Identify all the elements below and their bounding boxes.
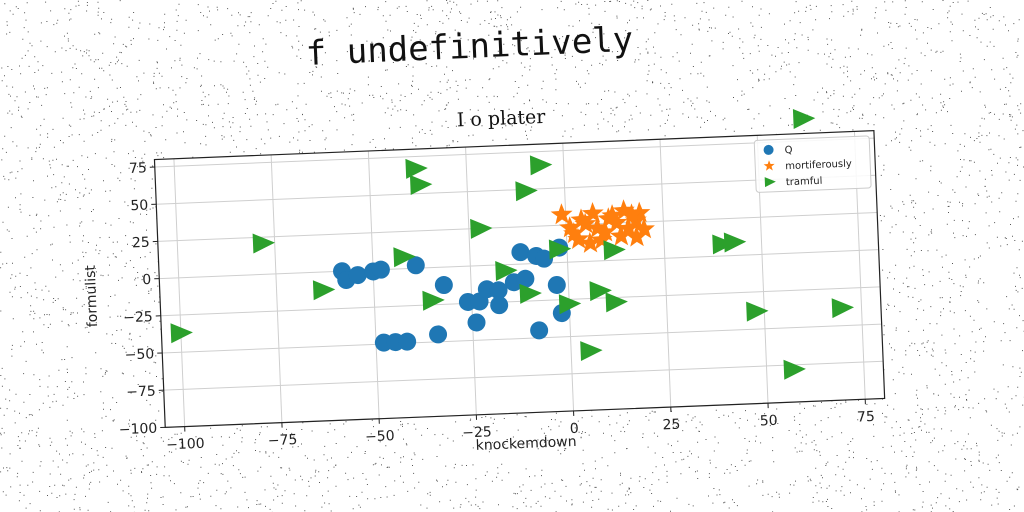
data-point (547, 275, 566, 294)
legend-marker (764, 177, 776, 188)
y-tick-label: 75 (129, 160, 147, 177)
data-point (252, 233, 275, 254)
data-point (723, 232, 747, 253)
data-point (548, 239, 572, 260)
data-point (712, 234, 735, 255)
data-point (434, 276, 453, 295)
data-point (312, 280, 336, 301)
data-point (489, 281, 508, 300)
data-point (617, 216, 640, 238)
y-tick-label: 50 (130, 198, 148, 215)
x-tick-label: 0 (569, 421, 579, 437)
data-point (792, 109, 816, 129)
y-axis-label: formulist (83, 264, 101, 327)
data-point (783, 359, 806, 380)
y-tick-label: −50 (124, 346, 154, 363)
data-point (406, 256, 425, 275)
data-point (511, 243, 530, 262)
grid-line-y (162, 323, 882, 354)
grid-line-y (157, 211, 878, 242)
data-point (393, 247, 416, 268)
data-point (530, 321, 549, 340)
x-tick-label: 75 (857, 409, 875, 426)
data-point (550, 203, 573, 225)
legend-label: Q (784, 145, 792, 156)
data-point (574, 212, 597, 234)
plot-frame (153, 130, 886, 428)
data-point (348, 266, 367, 285)
x-tick-label: −100 (166, 436, 205, 454)
grid-line-y (159, 249, 879, 280)
x-tick-label: 25 (662, 417, 680, 434)
data-marks (170, 109, 855, 380)
data-point (603, 240, 626, 261)
x-tick-label: −50 (365, 428, 395, 445)
data-point (581, 202, 604, 224)
data-point (558, 294, 582, 315)
x-tick-label: −25 (462, 424, 492, 441)
y-tick-label: −75 (126, 383, 156, 400)
chart-title: I o plater (456, 106, 546, 132)
y-tick-label: 0 (142, 272, 152, 288)
data-point (516, 269, 535, 288)
data-point (371, 260, 390, 279)
data-point (405, 158, 428, 179)
axis-ticks: −100 −75 −50 −25 0 25 50 75 −100 −75 −50 −25 0 25 50 75 (119, 160, 876, 454)
data-point (601, 204, 624, 226)
legend-marker (763, 160, 775, 171)
data-point (470, 218, 493, 239)
data-point (605, 292, 628, 313)
data-point (422, 290, 445, 311)
data-point (620, 203, 643, 225)
series-Q (333, 238, 571, 352)
data-point (170, 323, 193, 344)
data-point (515, 181, 538, 202)
legend-marker (763, 144, 774, 155)
data-point (563, 222, 586, 244)
data-point (429, 325, 448, 344)
data-point (609, 224, 632, 246)
data-point (580, 341, 603, 362)
data-point (831, 298, 855, 319)
data-point (633, 217, 655, 239)
data-point (409, 175, 433, 196)
x-axis-label: knockemdown (475, 434, 576, 454)
data-point (535, 249, 554, 268)
legend-box (753, 135, 872, 193)
legend-label: mortiferously (785, 159, 852, 173)
legend-label: tramful (786, 176, 823, 188)
data-point (589, 281, 612, 302)
series-tramful (170, 109, 855, 380)
x-tick-label: −75 (268, 432, 298, 449)
y-tick-label: −25 (123, 309, 153, 326)
data-point (579, 231, 601, 253)
grid-line-y (163, 360, 884, 391)
y-tick-label: −100 (119, 421, 158, 439)
data-point (519, 283, 542, 304)
data-point (746, 301, 769, 322)
data-point (467, 313, 486, 332)
data-point (490, 296, 509, 315)
data-point (398, 332, 417, 351)
series-mortiferously (550, 199, 655, 253)
x-tick-label: 50 (759, 413, 777, 430)
data-point (495, 261, 518, 282)
data-point (529, 155, 553, 176)
y-tick-label: 25 (132, 235, 150, 252)
data-point (625, 225, 648, 247)
